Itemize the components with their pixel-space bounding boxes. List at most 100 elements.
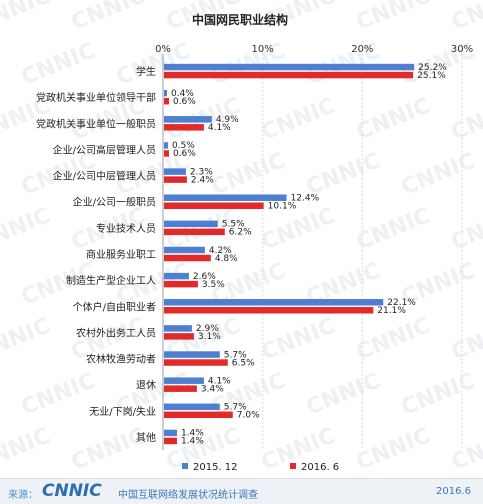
bar-series-1 xyxy=(164,325,192,332)
watermark-text: CNNIC xyxy=(448,313,483,365)
legend-label: 2015. 12 xyxy=(193,462,238,473)
data-label: 1.4% xyxy=(181,429,204,439)
watermark-text: CNNIC xyxy=(18,368,99,420)
category-label: 农村外出务工人员 xyxy=(76,326,156,339)
bar-series-1 xyxy=(164,403,220,411)
bar-series-1 xyxy=(164,89,167,97)
bar-series-2 xyxy=(164,333,194,340)
data-label: 1.4% xyxy=(181,437,204,447)
data-label: 4.1% xyxy=(208,376,231,386)
footer-source-label: 来源： xyxy=(8,490,38,501)
footer-date: 2016.6 xyxy=(436,486,471,497)
category-label: 商业服务业职工 xyxy=(86,248,156,261)
watermark-text: CNNIC xyxy=(398,368,479,420)
bar-series-2 xyxy=(164,411,233,419)
watermark-text: CNNIC xyxy=(258,93,339,145)
data-label: 0.5% xyxy=(172,141,195,151)
watermark-text: CNNIC xyxy=(448,0,483,36)
category-label: 党政机关事业单位领导干部 xyxy=(36,91,156,104)
watermark-text: CNNIC xyxy=(258,313,339,365)
category-label: 退休 xyxy=(136,380,156,392)
category-label: 企业/公司高层管理人员 xyxy=(53,143,156,156)
watermark-text: CNNIC xyxy=(18,38,99,90)
data-label: 12.4% xyxy=(291,193,320,203)
bar-series-2 xyxy=(164,437,177,445)
data-label: 5.7% xyxy=(224,403,247,413)
data-label: 2.3% xyxy=(190,167,213,177)
bar-series-2 xyxy=(164,124,204,131)
data-label: 2.4% xyxy=(191,175,214,185)
category-label: 制造生产型企业工人 xyxy=(66,274,156,287)
bar-series-1 xyxy=(164,220,218,228)
data-label: 6.5% xyxy=(232,358,255,368)
legend: 2015. 12 2016. 6 xyxy=(182,462,339,473)
bar-series-2 xyxy=(164,280,198,288)
data-label: 25.1% xyxy=(417,71,446,81)
x-tick-label: 10% xyxy=(252,44,274,55)
category-label: 无业/下岗/失业 xyxy=(89,405,156,418)
watermark-text: CNNIC xyxy=(0,423,54,475)
footer: 来源： CNNIC 中国互联网络发展状况统计调查 2016.6 xyxy=(0,478,483,504)
bar-series-1 xyxy=(164,246,205,254)
watermark-text: CNNIC xyxy=(353,203,434,255)
data-label: 6.2% xyxy=(229,228,252,238)
bar-series-1 xyxy=(164,299,384,306)
data-label: 3.1% xyxy=(198,332,221,342)
bar-series-1 xyxy=(164,272,189,280)
bar-series-2 xyxy=(164,228,225,236)
data-label: 5.5% xyxy=(222,220,245,230)
data-label: 4.9% xyxy=(216,115,239,125)
category-label: 农林牧渔劳动者 xyxy=(86,353,156,366)
bar-series-1 xyxy=(164,377,204,384)
bar-series-2 xyxy=(164,150,169,157)
bar-series-1 xyxy=(164,63,415,71)
data-label: 0.4% xyxy=(171,89,194,99)
category-label: 企业/公司一般职员 xyxy=(73,196,156,209)
watermark-text: CNNIC xyxy=(448,93,483,145)
category-label: 个体户/自由职业者 xyxy=(73,300,156,313)
bar-series-1 xyxy=(164,429,177,437)
watermark-text: CNNIC xyxy=(353,313,434,365)
data-label: 10.1% xyxy=(268,201,297,211)
legend-swatch xyxy=(290,463,296,469)
category-label: 党政机关事业单位一般职员 xyxy=(36,117,156,130)
data-label: 5.7% xyxy=(224,350,247,360)
bar-series-2 xyxy=(164,385,197,392)
category-label: 专业技术人员 xyxy=(96,222,156,235)
watermark-text: CNNIC xyxy=(0,313,54,365)
bar-series-1 xyxy=(164,168,186,175)
bar-series-2 xyxy=(164,202,264,209)
bar-series-2 xyxy=(164,97,169,105)
watermark-text: CNNIC xyxy=(353,0,434,36)
watermark-text: CNNIC xyxy=(448,203,483,255)
bar-series-2 xyxy=(164,254,211,262)
bar-series-2 xyxy=(164,307,374,314)
watermark-text: CNNIC xyxy=(0,203,54,255)
data-label: 2.6% xyxy=(193,272,216,282)
bar-series-1 xyxy=(164,116,212,123)
data-label: 2.9% xyxy=(196,324,219,334)
y-axis-categories: 学生党政机关事业单位领导干部党政机关事业单位一般职员企业/公司高层管理人员企业/… xyxy=(36,65,156,444)
x-tick-label: 0% xyxy=(155,44,171,55)
bar-series-2 xyxy=(164,176,187,183)
watermark-text: CNNIC xyxy=(448,423,483,475)
data-label: 21.1% xyxy=(377,306,406,316)
watermark-text: CNNIC xyxy=(208,148,289,200)
category-label: 企业/公司中层管理人员 xyxy=(53,170,156,183)
category-label: 其他 xyxy=(136,431,156,444)
data-label: 0.6% xyxy=(173,149,196,159)
bar-series-1 xyxy=(164,142,168,149)
data-label: 4.1% xyxy=(208,123,231,133)
bar-series-1 xyxy=(164,194,287,201)
data-label: 0.6% xyxy=(173,97,196,107)
gridlines xyxy=(162,54,463,450)
footer-organization: 中国互联网络发展状况统计调查 xyxy=(118,490,258,501)
data-label: 25.2% xyxy=(418,63,447,73)
watermark-text: CNNIC xyxy=(68,423,149,475)
data-label: 3.5% xyxy=(202,280,225,290)
data-label: 3.4% xyxy=(201,384,224,394)
watermark-text: CNNIC xyxy=(0,0,54,36)
bar-series-2 xyxy=(164,71,414,79)
bar-series-1 xyxy=(164,351,220,358)
